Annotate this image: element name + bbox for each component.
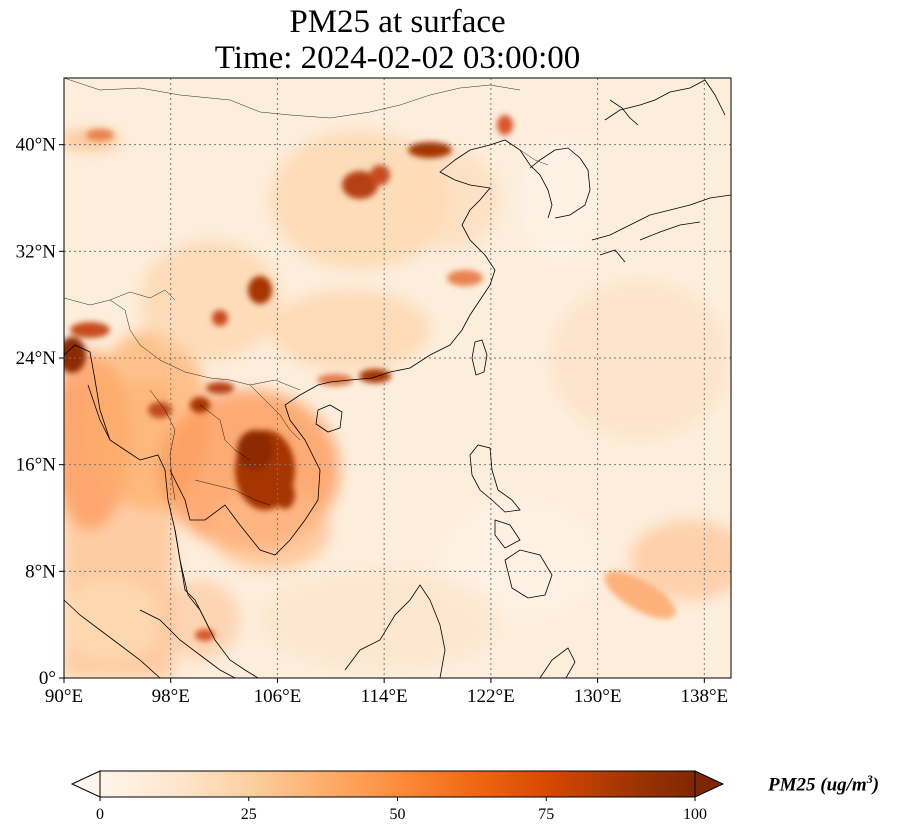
coastline-hainan (315, 404, 343, 433)
coastline-taiwan (471, 339, 488, 376)
coastline-luzon (469, 444, 521, 513)
map-time-subtitle: Time: 2024-02-02 03:00:00 (214, 40, 581, 76)
coastline-n-coast-asia (609, 79, 726, 126)
border-china-vietnam (249, 379, 301, 391)
lat-tick-label: 40°N (16, 135, 57, 156)
colorbar-tick-label: 0 (96, 806, 104, 823)
colorbar-label: PM25 (ug/m3) (768, 772, 880, 796)
lat-tick-label: 32°N (16, 241, 57, 262)
colorbar-tick-label: 75 (538, 806, 554, 823)
border-himalaya (64, 289, 176, 306)
map-title: PM25 at surface (289, 4, 506, 40)
lat-tick-label: 0° (39, 668, 56, 689)
lon-tick-label: 114°E (361, 686, 408, 707)
map-frame (63, 77, 732, 679)
border-laos-vietnam (199, 379, 301, 461)
colorbar-ticks: 0 25 50 75 100 (96, 797, 707, 823)
coastline-malay-peninsula (139, 529, 236, 678)
colorbar-extend-max (694, 770, 725, 798)
lon-tick-label: 130°E (574, 686, 622, 707)
coastline-sulawesi (539, 647, 576, 678)
country-borders (64, 78, 549, 506)
coastline-visayas (494, 519, 521, 549)
colorbar-gradient (100, 771, 695, 797)
lat-tick-label: 8°N (25, 561, 56, 582)
colorbar-extend-min (70, 770, 101, 798)
coastline-china-indochina (64, 139, 553, 678)
pm25-field (64, 78, 731, 678)
longitude-axis: 90°E 98°E 106°E 114°E 122°E 130°E 138°E (45, 678, 728, 707)
lon-tick-label: 138°E (680, 686, 728, 707)
coastline-japan (591, 79, 731, 263)
colorbar-tick-label: 50 (390, 806, 406, 823)
coastline-korea (529, 147, 591, 219)
lon-tick-label: 98°E (152, 686, 190, 707)
gridlines (64, 78, 731, 678)
coastlines (64, 79, 731, 678)
colorbar-tick-label: 25 (241, 806, 257, 823)
coastline-borneo (344, 584, 446, 678)
coastline-mindanao (504, 549, 553, 599)
border-mongolia-china (64, 78, 521, 119)
lon-tick-label: 90°E (45, 686, 83, 707)
colorbar: 0 25 50 75 100 (70, 770, 725, 823)
field-smooth-layer (64, 130, 731, 678)
colorbar-tick-label: 100 (683, 806, 707, 823)
lat-tick-label: 16°N (16, 455, 57, 476)
lon-tick-label: 122°E (467, 686, 515, 707)
border-thailand-cambodia (194, 479, 271, 506)
lon-tick-label: 106°E (254, 686, 302, 707)
border-myanmar-thailand (149, 389, 176, 501)
latitude-axis: 0° 8°N 16°N 24°N 32°N 40°N (16, 135, 64, 689)
field-hotspots-layer (64, 115, 676, 641)
border-n-korea (519, 149, 549, 166)
lat-tick-label: 24°N (16, 348, 57, 369)
coastline-sumatra (64, 599, 161, 678)
border-myanmar-china (109, 299, 231, 381)
